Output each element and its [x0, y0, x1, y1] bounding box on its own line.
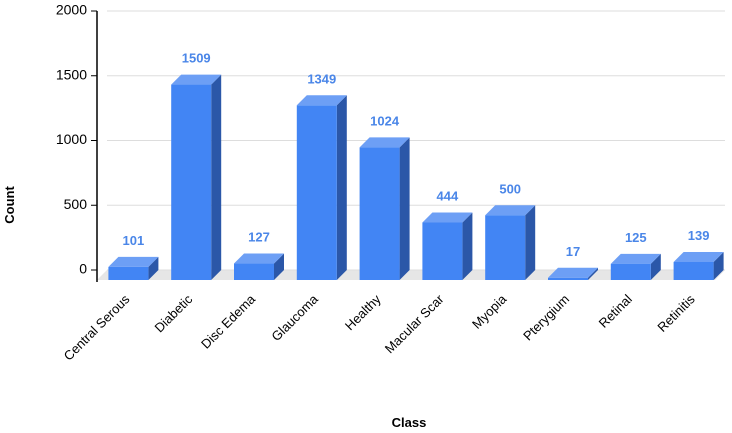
x-tick-label: Healthy	[342, 291, 384, 333]
bar	[673, 251, 724, 280]
bar-face	[610, 253, 661, 264]
bar-face	[485, 215, 526, 280]
bar	[296, 95, 347, 280]
bar-face	[148, 256, 159, 280]
bar-face	[525, 205, 536, 280]
bar	[234, 253, 284, 280]
bar-face	[171, 74, 222, 85]
bar-face	[673, 261, 714, 280]
x-tick-label: Myopia	[469, 291, 510, 332]
bar-face	[673, 251, 724, 262]
bar-face	[234, 253, 284, 264]
bar	[171, 74, 222, 280]
y-tick-label: 2000	[56, 2, 87, 18]
value-label: 101	[123, 233, 145, 248]
bar-face	[422, 212, 473, 223]
y-tick-label: 0	[79, 261, 87, 277]
value-label: 17	[566, 244, 580, 259]
y-tick-label: 1500	[56, 66, 87, 82]
value-label: 500	[499, 181, 521, 196]
value-label: 1024	[370, 113, 400, 128]
y-tick-label: 1000	[56, 131, 87, 147]
x-tick-label: Central Serous	[61, 291, 133, 363]
x-tick-label: Retinitis	[654, 291, 698, 335]
bar-face	[610, 263, 651, 280]
x-tick-label: Pterygium	[520, 292, 572, 344]
x-tick-label: Retinal	[596, 291, 635, 330]
x-tick-label: Diabetic	[152, 291, 196, 335]
value-label: 127	[248, 230, 270, 245]
bar-face	[713, 251, 724, 280]
value-label: 1349	[307, 71, 336, 86]
bar-face	[108, 256, 159, 267]
bar-face	[650, 253, 661, 280]
bar-face	[336, 95, 347, 280]
y-tick-label: 500	[64, 196, 88, 212]
bar	[359, 137, 410, 280]
x-tick-label: Macular Scar	[382, 291, 447, 356]
bar-face	[296, 105, 337, 280]
value-label: 444	[437, 189, 459, 204]
x-tick-label: Disc Edema	[198, 291, 259, 352]
bar-face	[274, 253, 284, 280]
bar	[610, 253, 661, 280]
bar-face	[588, 267, 598, 280]
bar-face	[211, 74, 222, 280]
bar-face	[171, 84, 212, 280]
value-label: 139	[688, 228, 710, 243]
bar-face	[296, 95, 347, 106]
bar-face	[462, 212, 473, 280]
value-label: 125	[625, 230, 647, 245]
bar-face	[108, 266, 149, 280]
bar-face	[359, 147, 400, 280]
value-label: 1509	[182, 51, 211, 66]
x-tick-label: Glaucoma	[268, 291, 321, 344]
bar-face	[548, 277, 588, 280]
bar	[108, 256, 159, 280]
bar-face	[234, 263, 274, 280]
bar-face	[548, 267, 598, 278]
bar-face	[359, 137, 410, 148]
bar	[422, 212, 473, 280]
y-axis-label: Count	[2, 186, 17, 224]
bar	[485, 205, 536, 280]
x-axis-label: Class	[392, 415, 427, 430]
bar-face	[485, 205, 536, 216]
bar-face	[422, 222, 463, 280]
bar-face	[399, 137, 410, 280]
bar	[548, 267, 598, 280]
